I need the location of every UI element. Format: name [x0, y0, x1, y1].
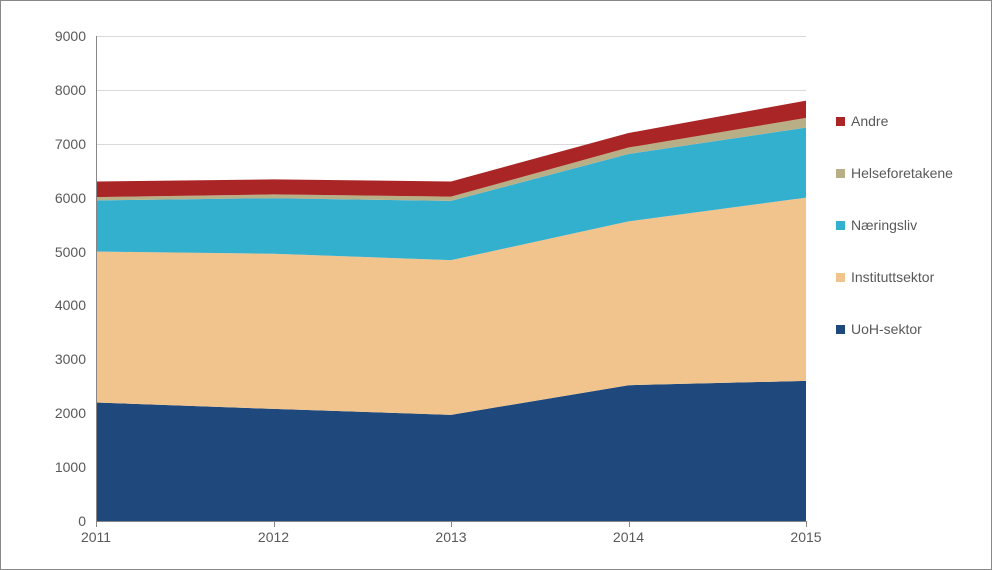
legend-label: Helseforetakene	[851, 165, 953, 181]
y-tick-label: 6000	[55, 190, 86, 206]
y-tick-label: 9000	[55, 28, 86, 44]
legend-label: UoH-sektor	[851, 321, 922, 337]
legend-swatch-icon	[836, 221, 845, 230]
x-tick-label: 2015	[790, 529, 821, 545]
legend-label: Andre	[851, 113, 888, 129]
legend-item: Instituttsektor	[836, 269, 953, 285]
legend-label: Næringsliv	[851, 217, 917, 233]
stacked-area-chart: 0 1000 2000 3000 4000 5000 6000 7000 8000 9000 201…	[0, 0, 992, 570]
plot-area: 0100020003000400050006000700080009000201…	[96, 36, 806, 521]
legend-swatch-icon	[836, 325, 845, 334]
legend-swatch-icon	[836, 117, 845, 126]
legend-swatch-icon	[836, 169, 845, 178]
legend: Andre Helseforetakene Næringsliv Institutts…	[836, 113, 953, 373]
y-tick-label: 2000	[55, 405, 86, 421]
area-layer-svg	[96, 36, 806, 521]
legend-item: Helseforetakene	[836, 165, 953, 181]
y-tick-label: 0	[78, 513, 86, 529]
legend-item: Andre	[836, 113, 953, 129]
y-tick-label: 7000	[55, 136, 86, 152]
y-tick-label: 4000	[55, 297, 86, 313]
y-tick-label: 8000	[55, 82, 86, 98]
legend-item: Næringsliv	[836, 217, 953, 233]
x-tick-label: 2014	[613, 529, 644, 545]
y-tick-label: 5000	[55, 244, 86, 260]
x-tick-label: 2013	[435, 529, 466, 545]
x-tick-mark	[806, 521, 807, 527]
legend-label: Instituttsektor	[851, 269, 934, 285]
x-tick-label: 2012	[258, 529, 289, 545]
x-tick-label: 2011	[81, 529, 111, 545]
x-axis-line	[96, 521, 806, 522]
y-axis-line	[96, 36, 97, 521]
y-tick-label: 1000	[55, 459, 86, 475]
y-tick-label: 3000	[55, 351, 86, 367]
legend-swatch-icon	[836, 273, 845, 282]
legend-item: UoH-sektor	[836, 321, 953, 337]
